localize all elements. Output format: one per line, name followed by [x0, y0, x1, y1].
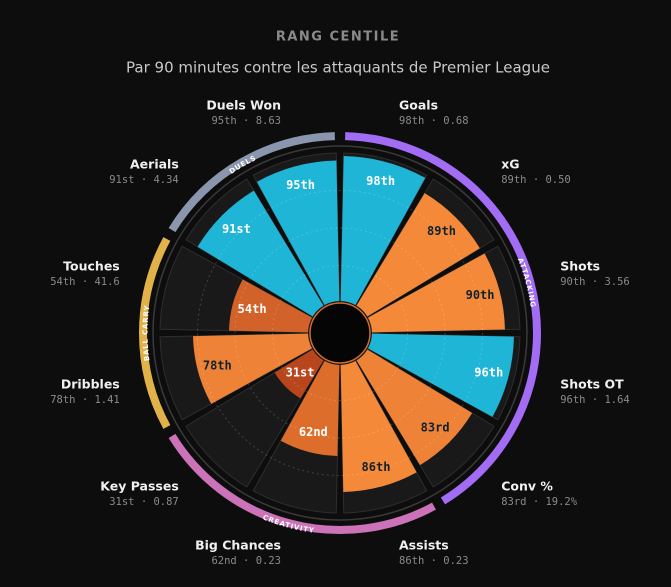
- category-label: Duels Won: [206, 97, 281, 112]
- bar: [274, 349, 324, 399]
- value-label: 96th: [474, 365, 503, 379]
- group-ring: [345, 132, 541, 505]
- stat-label: 86th · 0.23: [399, 555, 469, 567]
- category-label: Shots: [560, 258, 600, 273]
- group-ring: [168, 433, 436, 534]
- value-label: 95th: [286, 178, 315, 192]
- stat-label: 78th · 1.41: [50, 394, 120, 406]
- bar: [368, 333, 514, 417]
- bar: [280, 361, 340, 456]
- reference-circle: [234, 227, 446, 439]
- stat-label: 83rd · 19.2%: [501, 496, 578, 508]
- group-ring: [168, 132, 335, 233]
- value-label: 86th: [362, 460, 391, 474]
- category-label: Shots OT: [560, 377, 624, 392]
- reference-circle: [272, 265, 408, 401]
- bar: [340, 156, 426, 305]
- stat-label: 96th · 1.64: [560, 394, 630, 406]
- group-label: BALL CARRY: [141, 304, 151, 361]
- bar: [340, 361, 417, 492]
- value-label: 98th: [366, 174, 395, 188]
- chart-subtitle: Par 90 minutes contre les attaquants de …: [126, 59, 550, 77]
- value-label: 78th: [203, 358, 232, 372]
- group-label-path: BALL CARRY: [141, 304, 150, 361]
- stat-label: 98th · 0.68: [399, 115, 469, 127]
- value-label: 62nd: [299, 425, 328, 439]
- stat-label: 54th · 41.6: [50, 276, 120, 288]
- bar: [193, 333, 312, 404]
- stat-label: 31st · 0.87: [109, 496, 179, 508]
- stat-label: 89th · 0.50: [501, 174, 571, 186]
- value-label: 90th: [466, 288, 495, 302]
- bar: [256, 160, 340, 305]
- outer-circle: [152, 145, 528, 521]
- center-hole: [309, 302, 371, 364]
- value-label: 89th: [427, 224, 456, 238]
- value-label: 31st: [286, 365, 315, 379]
- bar: [356, 193, 480, 317]
- category-label: Dribbles: [61, 377, 120, 392]
- reference-circle: [197, 190, 483, 476]
- bar: [229, 279, 312, 333]
- group-ring: [139, 237, 171, 429]
- category-label: Touches: [63, 258, 120, 273]
- stat-label: 91st · 4.34: [109, 174, 179, 186]
- stat-label: 90th · 3.56: [560, 276, 630, 288]
- bar: [368, 253, 505, 333]
- stat-label: 95th · 8.63: [211, 115, 281, 127]
- value-label: 54th: [238, 302, 267, 316]
- category-label: Big Chances: [195, 538, 281, 553]
- category-label: Assists: [399, 538, 449, 553]
- category-label: Goals: [399, 97, 438, 112]
- chart-title: RANG CENTILE: [276, 30, 400, 45]
- stat-label: 62nd · 0.23: [211, 555, 281, 567]
- category-label: Key Passes: [100, 479, 179, 494]
- value-label: 91st: [222, 222, 251, 236]
- category-label: Aerials: [130, 156, 179, 171]
- category-label: Conv %: [501, 479, 553, 494]
- value-label: 83rd: [421, 421, 450, 435]
- bar: [356, 349, 473, 466]
- bar: [197, 190, 324, 317]
- category-label: xG: [501, 156, 519, 171]
